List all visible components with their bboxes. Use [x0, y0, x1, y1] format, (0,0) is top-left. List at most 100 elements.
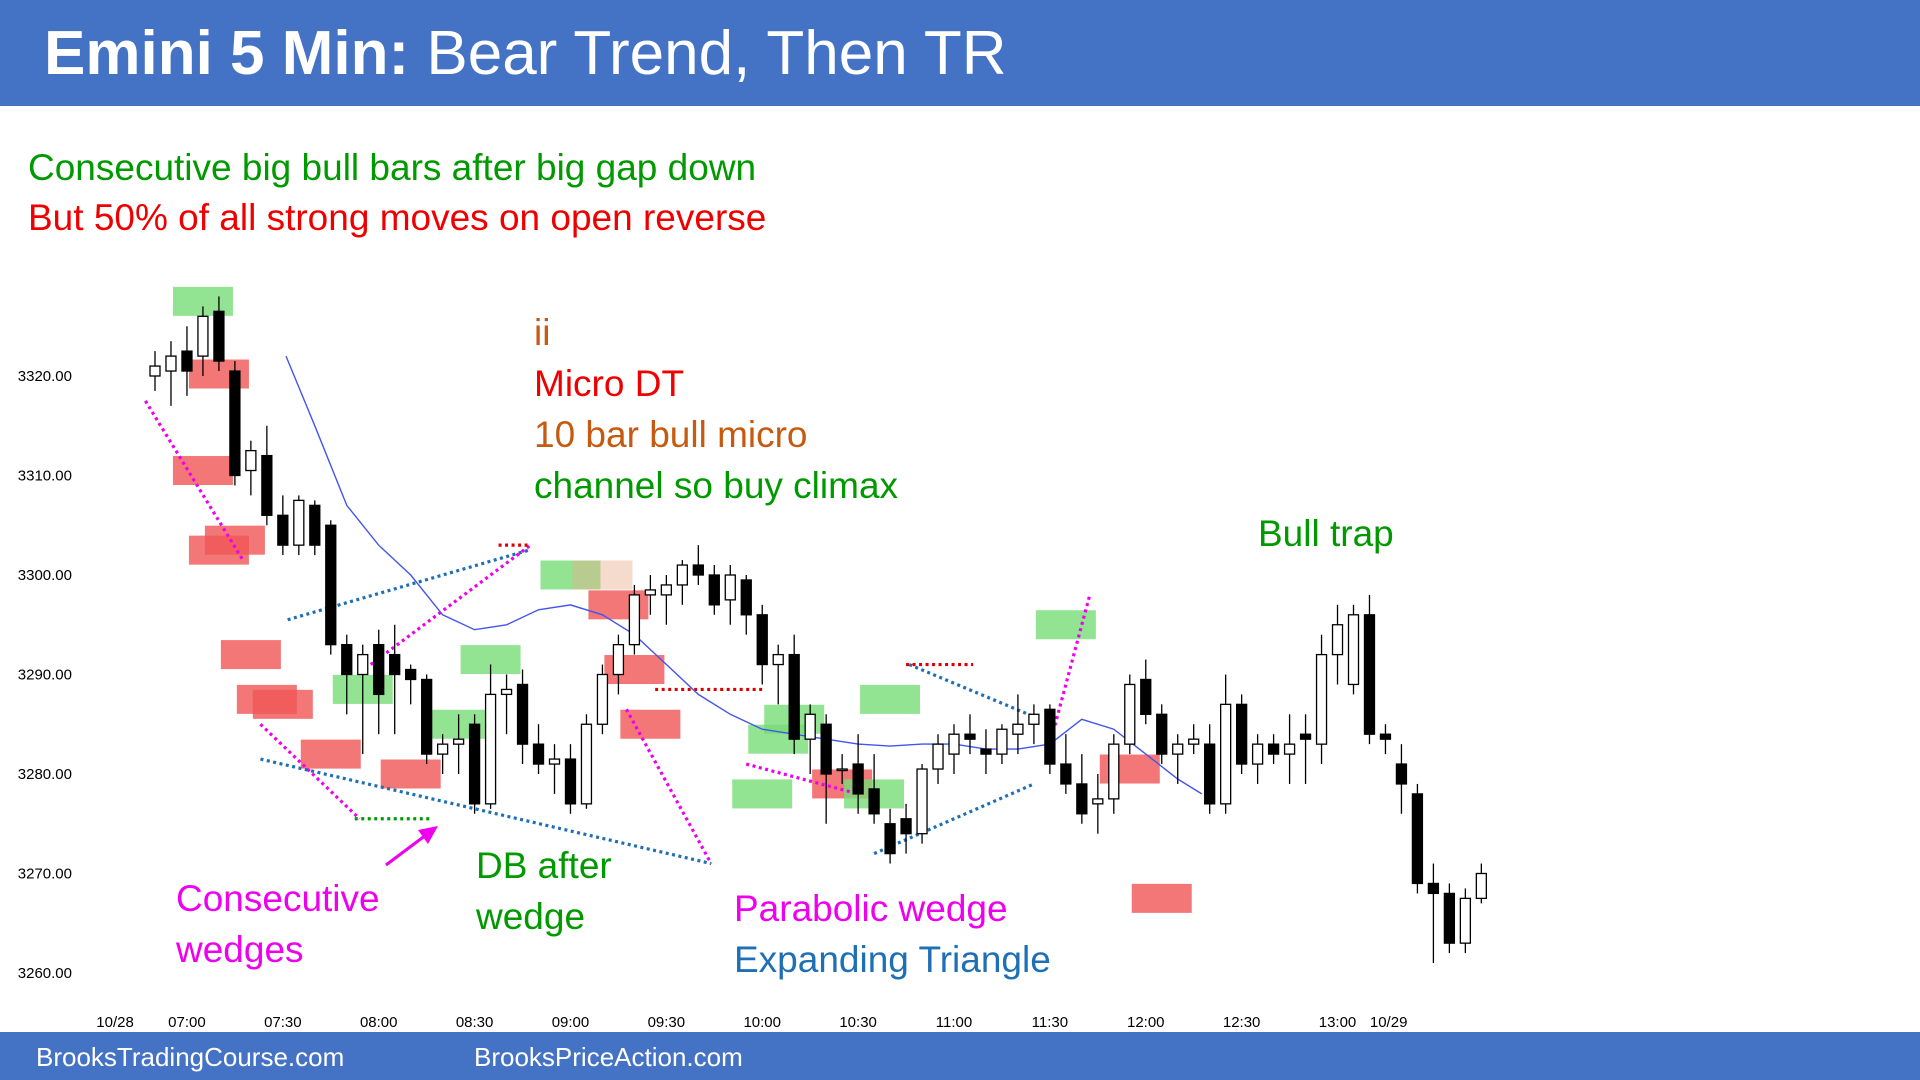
annotation-micro-dt: Micro DT	[534, 363, 684, 404]
bar-body	[852, 763, 864, 795]
highlight-box	[860, 684, 921, 714]
highlight-box	[540, 560, 601, 590]
price-bar	[357, 644, 369, 755]
price-bar	[277, 495, 289, 556]
y-axis: 3260.00 3270.00 3280.00 3290.00 3300.00 3310.…	[18, 368, 72, 982]
x-tick-label: 08:00	[360, 1014, 398, 1030]
price-bar	[405, 664, 417, 705]
price-bar	[181, 326, 193, 396]
trend-line	[259, 723, 361, 820]
annotation-wedges: wedges	[175, 929, 304, 970]
bar-body	[884, 823, 896, 855]
x-tick-label: 07:30	[264, 1014, 302, 1030]
x-axis: 10/28 07:00 07:30 08:00 08:30 09:00 09:30 10:00…	[96, 1014, 1407, 1030]
annotation-bull-micro: 10 bar bull micro	[534, 414, 808, 455]
bar-body	[293, 499, 305, 546]
bar-body	[964, 733, 976, 740]
x-tick-label: 10/29	[1370, 1014, 1408, 1030]
x-tick-label: 13:00	[1319, 1014, 1357, 1030]
title-bold: Emini 5 Min:	[44, 19, 410, 88]
annotation-expanding-triangle: Expanding Triangle	[734, 939, 1051, 980]
bar-body	[1283, 743, 1296, 755]
candlestick-chart: 3260.00 3270.00 3280.00 3290.00 3300.00 3310.…	[18, 286, 1487, 1030]
highlight-box	[300, 739, 361, 769]
bar-body	[1076, 783, 1088, 815]
bar-body	[1267, 743, 1280, 755]
bar-body	[1108, 743, 1120, 800]
price-bar	[900, 803, 912, 854]
bar-body	[1363, 614, 1376, 735]
footer-link-trading-course[interactable]: BrooksTradingCourse.com	[36, 1042, 345, 1072]
trend-line	[908, 663, 1041, 721]
bar-body	[500, 688, 513, 696]
y-tick-label: 3300.00	[18, 567, 72, 584]
bar-body	[389, 653, 401, 676]
price-bar	[197, 306, 209, 376]
bar-body	[357, 653, 369, 676]
x-tick-label: 07:00	[168, 1014, 206, 1030]
highlight-box	[220, 640, 281, 670]
price-bar	[1427, 863, 1440, 964]
price-bar	[1299, 714, 1312, 784]
price-bar	[1172, 734, 1184, 784]
trend-line	[260, 757, 712, 866]
y-tick-label: 3310.00	[18, 468, 72, 485]
bar-body	[740, 579, 752, 616]
annotation-parabolic-wedge: Parabolic wedge	[734, 888, 1008, 929]
annotation-wedge: wedge	[475, 896, 585, 937]
x-tick-label: 10/28	[96, 1014, 134, 1030]
price-bar	[325, 520, 337, 655]
bar-body	[436, 743, 449, 755]
price-bar	[421, 674, 433, 765]
highlight-box	[1035, 610, 1096, 640]
bar-body	[1235, 703, 1248, 765]
y-tick-label: 3270.00	[18, 866, 72, 883]
bar-body	[612, 644, 625, 676]
price-bar	[1124, 674, 1136, 755]
bar-body	[325, 524, 337, 646]
price-bar	[500, 674, 513, 735]
x-tick-label: 10:00	[743, 1014, 781, 1030]
price-bar	[1108, 734, 1120, 814]
bar-body	[564, 758, 577, 805]
wedge-arrow	[385, 830, 431, 867]
price-bar	[580, 714, 593, 809]
y-tick-label: 3320.00	[18, 368, 72, 385]
highlight-box	[380, 759, 441, 789]
bar-body	[980, 748, 992, 755]
footer-link-price-action[interactable]: BrooksPriceAction.com	[474, 1042, 743, 1072]
bar-body	[1395, 763, 1408, 785]
price-bar	[996, 724, 1008, 765]
trend-line	[873, 782, 1035, 856]
highlight-box	[732, 779, 793, 809]
bar-body	[1092, 798, 1104, 805]
trend-line	[287, 548, 530, 622]
annotation-consecutive: Consecutive	[176, 878, 380, 919]
price-bar	[1220, 674, 1232, 814]
price-bar	[213, 296, 225, 372]
price-bar	[165, 341, 177, 406]
highlight-box	[172, 456, 233, 486]
x-tick-label: 12:30	[1223, 1014, 1261, 1030]
annotation-ii: ii	[534, 312, 550, 353]
price-bar	[261, 425, 273, 526]
bar-body	[1220, 703, 1232, 805]
price-bar	[1379, 724, 1392, 755]
bar-body	[1299, 733, 1312, 740]
price-bar	[1267, 734, 1280, 765]
price-bar	[1044, 704, 1056, 774]
bar-body	[1459, 897, 1472, 944]
price-bar	[1204, 724, 1216, 814]
price-bar	[804, 704, 816, 774]
bar-body	[820, 723, 832, 775]
bar-body	[1028, 713, 1040, 725]
bar-body	[1188, 738, 1200, 745]
price-bar	[1156, 704, 1168, 765]
price-bar	[788, 634, 800, 755]
bar-body	[1251, 743, 1264, 765]
bar-body	[165, 355, 177, 372]
price-bar	[1012, 694, 1024, 755]
price-bar	[373, 629, 385, 735]
bar-body	[1204, 743, 1216, 805]
bar-body	[309, 504, 321, 546]
